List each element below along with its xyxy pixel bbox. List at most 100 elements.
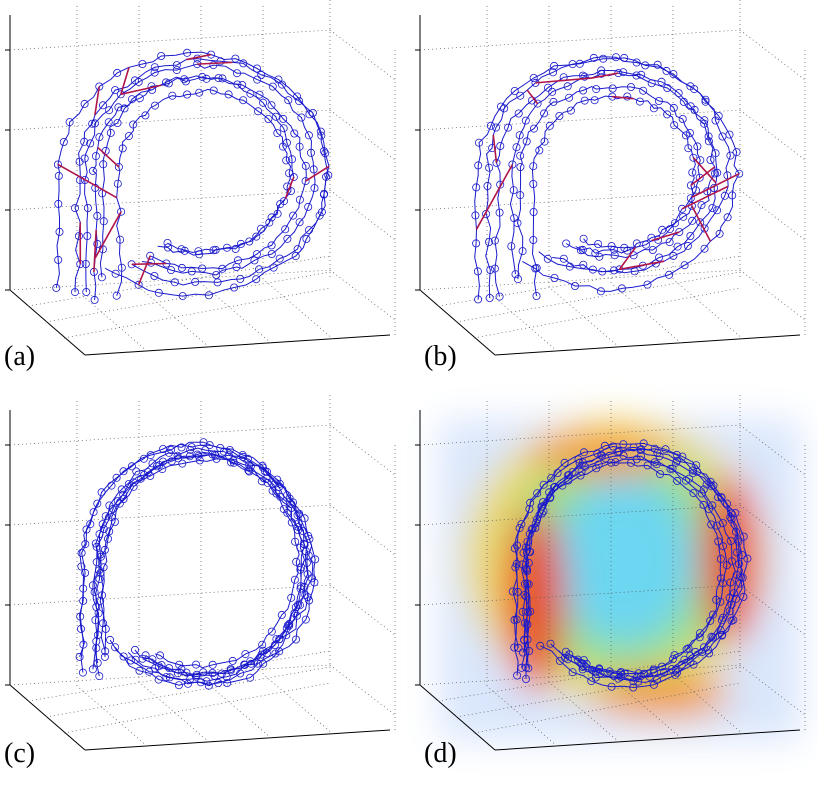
sample-point (124, 132, 133, 141)
sample-point (222, 243, 231, 252)
sample-point (246, 659, 255, 668)
transition-arrow (492, 134, 498, 164)
sample-point (608, 84, 617, 93)
sample-point (698, 648, 707, 657)
sample-point (695, 173, 704, 182)
sample-point (731, 508, 740, 517)
sample-point (301, 177, 310, 186)
sample-point (291, 537, 300, 546)
transition-arrow (120, 67, 130, 95)
sample-point (522, 675, 531, 684)
sample-point (310, 184, 319, 193)
grid-line (329, 504, 396, 556)
sample-point (252, 275, 261, 284)
grid-line (9, 109, 331, 131)
sample-point (514, 109, 523, 118)
sample-point (533, 515, 542, 524)
sample-point (660, 668, 669, 677)
sample-point (684, 644, 693, 653)
sample-point (719, 613, 728, 622)
sample-point (287, 518, 296, 527)
sample-point (275, 254, 284, 263)
sample-point (591, 249, 600, 258)
sample-point (540, 109, 549, 118)
sample-point (309, 165, 318, 174)
transition-arrow (612, 95, 634, 100)
sample-point (525, 647, 534, 656)
sample-point (521, 116, 530, 125)
sample-point (134, 77, 143, 86)
sample-point (601, 454, 610, 463)
sample-point (119, 652, 128, 661)
sample-point (77, 624, 86, 633)
sample-point (284, 96, 293, 105)
sample-point (267, 101, 276, 110)
transition-arrow (619, 260, 665, 271)
sample-point (566, 106, 575, 115)
sample-point (673, 476, 682, 485)
sample-point (545, 488, 554, 497)
sample-point (576, 471, 585, 480)
grid-line (739, 664, 806, 716)
sample-point (513, 671, 522, 680)
sample-point (522, 137, 531, 146)
transition-arrow (690, 166, 716, 186)
sample-point (168, 91, 177, 100)
sample-point (512, 559, 521, 568)
sample-point (93, 659, 102, 668)
transition-arrow (284, 176, 295, 199)
sample-point (317, 208, 326, 217)
sample-point (194, 451, 203, 460)
sample-point (540, 137, 549, 146)
sample-point (686, 651, 695, 660)
sample-point (533, 99, 542, 108)
sample-point (267, 249, 276, 258)
sample-point (167, 266, 176, 275)
sample-point (723, 213, 732, 222)
sample-point (304, 551, 313, 560)
sample-point (88, 581, 97, 590)
sample-point (545, 121, 554, 130)
axis-line (9, 684, 86, 751)
sample-point (324, 171, 333, 180)
grid-line (548, 286, 620, 348)
transition-arrow (186, 53, 212, 61)
grid-line (486, 290, 558, 352)
sample-point (707, 482, 716, 491)
sample-point (81, 540, 90, 549)
axis-line (9, 289, 86, 356)
transition-arrow (120, 84, 162, 96)
transition-arrow (692, 157, 717, 184)
sample-point (105, 527, 114, 536)
sample-point (311, 555, 320, 564)
sample-point (516, 162, 525, 171)
sample-point (702, 480, 711, 489)
grid-line (63, 287, 331, 339)
sample-point (712, 595, 721, 604)
sample-point (511, 563, 520, 572)
sample-point (210, 671, 219, 680)
sample-point (727, 509, 736, 518)
sample-point (119, 467, 128, 476)
sample-point (515, 524, 524, 533)
sample-point (156, 651, 165, 660)
sample-point (671, 458, 680, 467)
sample-point (295, 218, 304, 227)
sample-point (112, 473, 121, 482)
sample-point (516, 91, 525, 100)
sample-point (491, 123, 500, 132)
sample-point (83, 231, 92, 240)
sample-point (117, 207, 126, 216)
sample-point (264, 115, 273, 124)
sample-point (686, 231, 695, 240)
transition-arrow (475, 164, 514, 230)
sample-point (574, 455, 583, 464)
sample-point (101, 512, 110, 521)
sample-point (82, 525, 91, 534)
sample-point (619, 68, 628, 77)
sample-point (259, 659, 268, 668)
sample-point (546, 639, 555, 648)
grid-line (739, 584, 806, 636)
sample-point (634, 677, 643, 686)
sample-point (715, 229, 724, 238)
